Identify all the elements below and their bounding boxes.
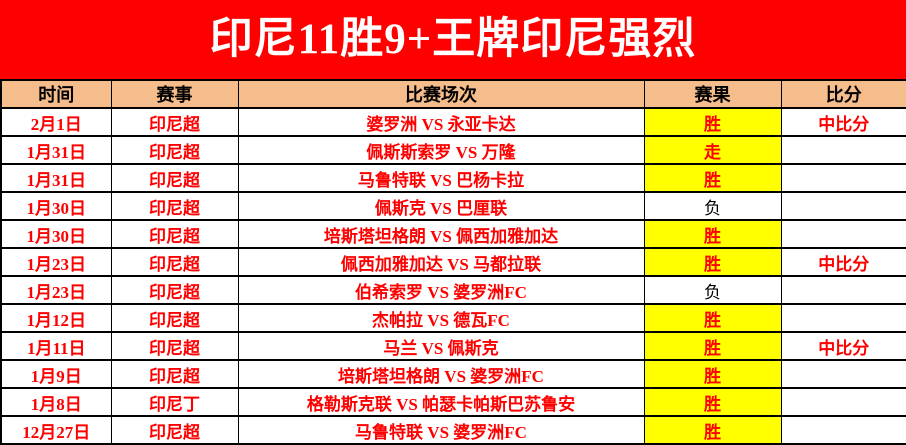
date-cell: 1月31日 [0,163,112,193]
date-cell: 1月23日 [0,275,112,305]
score-cell [780,191,906,221]
table-row: 1月30日 印尼超 培斯塔坦格朗 VS 佩西加雅加达 胜 [0,219,906,249]
score-cell [780,163,906,193]
league-cell: 印尼超 [110,135,239,165]
date-cell: 12月27日 [0,415,112,445]
result-cell: 走 [643,135,782,165]
header-score: 比分 [780,79,906,109]
match-cell: 马兰 VS 佩斯克 [237,331,645,361]
header-row: 时间 赛事 比赛场次 赛果 比分 [0,79,906,109]
match-cell: 培斯塔坦格朗 VS 佩西加雅加达 [237,219,645,249]
result-cell: 胜 [643,247,782,277]
result-cell: 胜 [643,163,782,193]
date-cell: 1月9日 [0,359,112,389]
match-cell: 佩斯斯索罗 VS 万隆 [237,135,645,165]
match-cell: 杰帕拉 VS 德瓦FC [237,303,645,333]
match-cell: 伯希索罗 VS 婆罗洲FC [237,275,645,305]
result-cell: 负 [643,275,782,305]
date-cell: 2月1日 [0,107,112,137]
table-row: 1月23日 印尼超 佩西加雅加达 VS 马都拉联 胜 中比分 [0,247,906,277]
score-cell [780,359,906,389]
date-cell: 1月30日 [0,191,112,221]
league-cell: 印尼超 [110,331,239,361]
match-results-table: 时间 赛事 比赛场次 赛果 比分 2月1日 印尼超 婆罗洲 VS 永亚卡达 胜 … [0,79,906,445]
league-cell: 印尼丁 [110,387,239,417]
score-cell [780,219,906,249]
league-cell: 印尼超 [110,275,239,305]
table-row: 12月27日 印尼超 马鲁特联 VS 婆罗洲FC 胜 [0,415,906,445]
match-cell: 婆罗洲 VS 永亚卡达 [237,107,645,137]
league-cell: 印尼超 [110,219,239,249]
result-cell: 胜 [643,107,782,137]
score-cell [780,415,906,445]
date-cell: 1月8日 [0,387,112,417]
league-cell: 印尼超 [110,303,239,333]
header-match: 比赛场次 [237,79,645,109]
table-row: 2月1日 印尼超 婆罗洲 VS 永亚卡达 胜 中比分 [0,107,906,137]
score-cell: 中比分 [780,331,906,361]
league-cell: 印尼超 [110,107,239,137]
match-table-body: 2月1日 印尼超 婆罗洲 VS 永亚卡达 胜 中比分 1月31日 印尼超 佩斯斯… [0,107,906,445]
result-cell: 胜 [643,415,782,445]
table-row: 1月31日 印尼超 佩斯斯索罗 VS 万隆 走 [0,135,906,165]
header-result: 赛果 [643,79,782,109]
score-cell [780,135,906,165]
date-cell: 1月30日 [0,219,112,249]
match-cell: 格勒斯克联 VS 帕瑟卡帕斯巴苏鲁安 [237,387,645,417]
result-cell: 胜 [643,303,782,333]
table-row: 1月30日 印尼超 佩斯克 VS 巴厘联 负 [0,191,906,221]
match-cell: 佩西加雅加达 VS 马都拉联 [237,247,645,277]
page-title: 印尼11胜9+王牌印尼强烈 [209,16,697,63]
match-cell: 培斯塔坦格朗 VS 婆罗洲FC [237,359,645,389]
match-cell: 佩斯克 VS 巴厘联 [237,191,645,221]
league-cell: 印尼超 [110,415,239,445]
date-cell: 1月11日 [0,331,112,361]
table-row: 1月23日 印尼超 伯希索罗 VS 婆罗洲FC 负 [0,275,906,305]
score-cell [780,303,906,333]
header-time: 时间 [0,79,112,109]
match-cell: 马鲁特联 VS 婆罗洲FC [237,415,645,445]
score-cell [780,275,906,305]
league-cell: 印尼超 [110,247,239,277]
table-row: 1月11日 印尼超 马兰 VS 佩斯克 胜 中比分 [0,331,906,361]
result-cell: 胜 [643,359,782,389]
date-cell: 1月12日 [0,303,112,333]
result-cell: 胜 [643,387,782,417]
result-cell: 胜 [643,331,782,361]
league-cell: 印尼超 [110,359,239,389]
match-cell: 马鲁特联 VS 巴杨卡拉 [237,163,645,193]
header-league: 赛事 [110,79,239,109]
table-row: 1月8日 印尼丁 格勒斯克联 VS 帕瑟卡帕斯巴苏鲁安 胜 [0,387,906,417]
league-cell: 印尼超 [110,163,239,193]
date-cell: 1月23日 [0,247,112,277]
score-cell: 中比分 [780,107,906,137]
table-row: 1月31日 印尼超 马鲁特联 VS 巴杨卡拉 胜 [0,163,906,193]
title-banner: 印尼11胜9+王牌印尼强烈 [0,0,906,79]
date-cell: 1月31日 [0,135,112,165]
score-cell [780,387,906,417]
table-row: 1月9日 印尼超 培斯塔坦格朗 VS 婆罗洲FC 胜 [0,359,906,389]
table-row: 1月12日 印尼超 杰帕拉 VS 德瓦FC 胜 [0,303,906,333]
result-cell: 胜 [643,219,782,249]
score-cell: 中比分 [780,247,906,277]
table-header: 时间 赛事 比赛场次 赛果 比分 [0,79,906,109]
result-cell: 负 [643,191,782,221]
league-cell: 印尼超 [110,191,239,221]
